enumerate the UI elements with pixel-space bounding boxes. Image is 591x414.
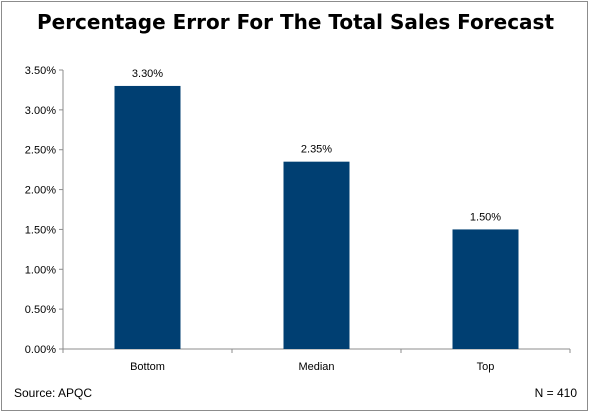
y-tick-label: 0.00% — [25, 344, 56, 356]
bar-top — [452, 229, 519, 349]
data-label: 2.35% — [301, 144, 332, 156]
y-tick-label: 1.50% — [25, 224, 56, 236]
y-tick-label: 0.50% — [25, 304, 56, 316]
y-tick-label: 3.00% — [25, 105, 56, 117]
bar-bottom — [114, 85, 181, 349]
y-tick-label: 2.00% — [25, 185, 56, 197]
x-tick-label: Top — [477, 361, 495, 373]
x-tick-label: Median — [298, 361, 334, 373]
y-tick-label: 3.50% — [25, 65, 56, 77]
y-tick-label: 2.50% — [25, 145, 56, 157]
bar-median — [283, 161, 350, 349]
data-label: 3.30% — [132, 68, 163, 80]
chart-title: Percentage Error For The Total Sales For… — [36, 10, 555, 34]
data-label: 1.50% — [470, 211, 501, 223]
y-tick-label: 1.00% — [25, 264, 56, 276]
sample-size-note: N = 410 — [534, 386, 577, 400]
source-note: Source: APQC — [14, 386, 93, 400]
x-tick-label: Bottom — [130, 361, 165, 373]
